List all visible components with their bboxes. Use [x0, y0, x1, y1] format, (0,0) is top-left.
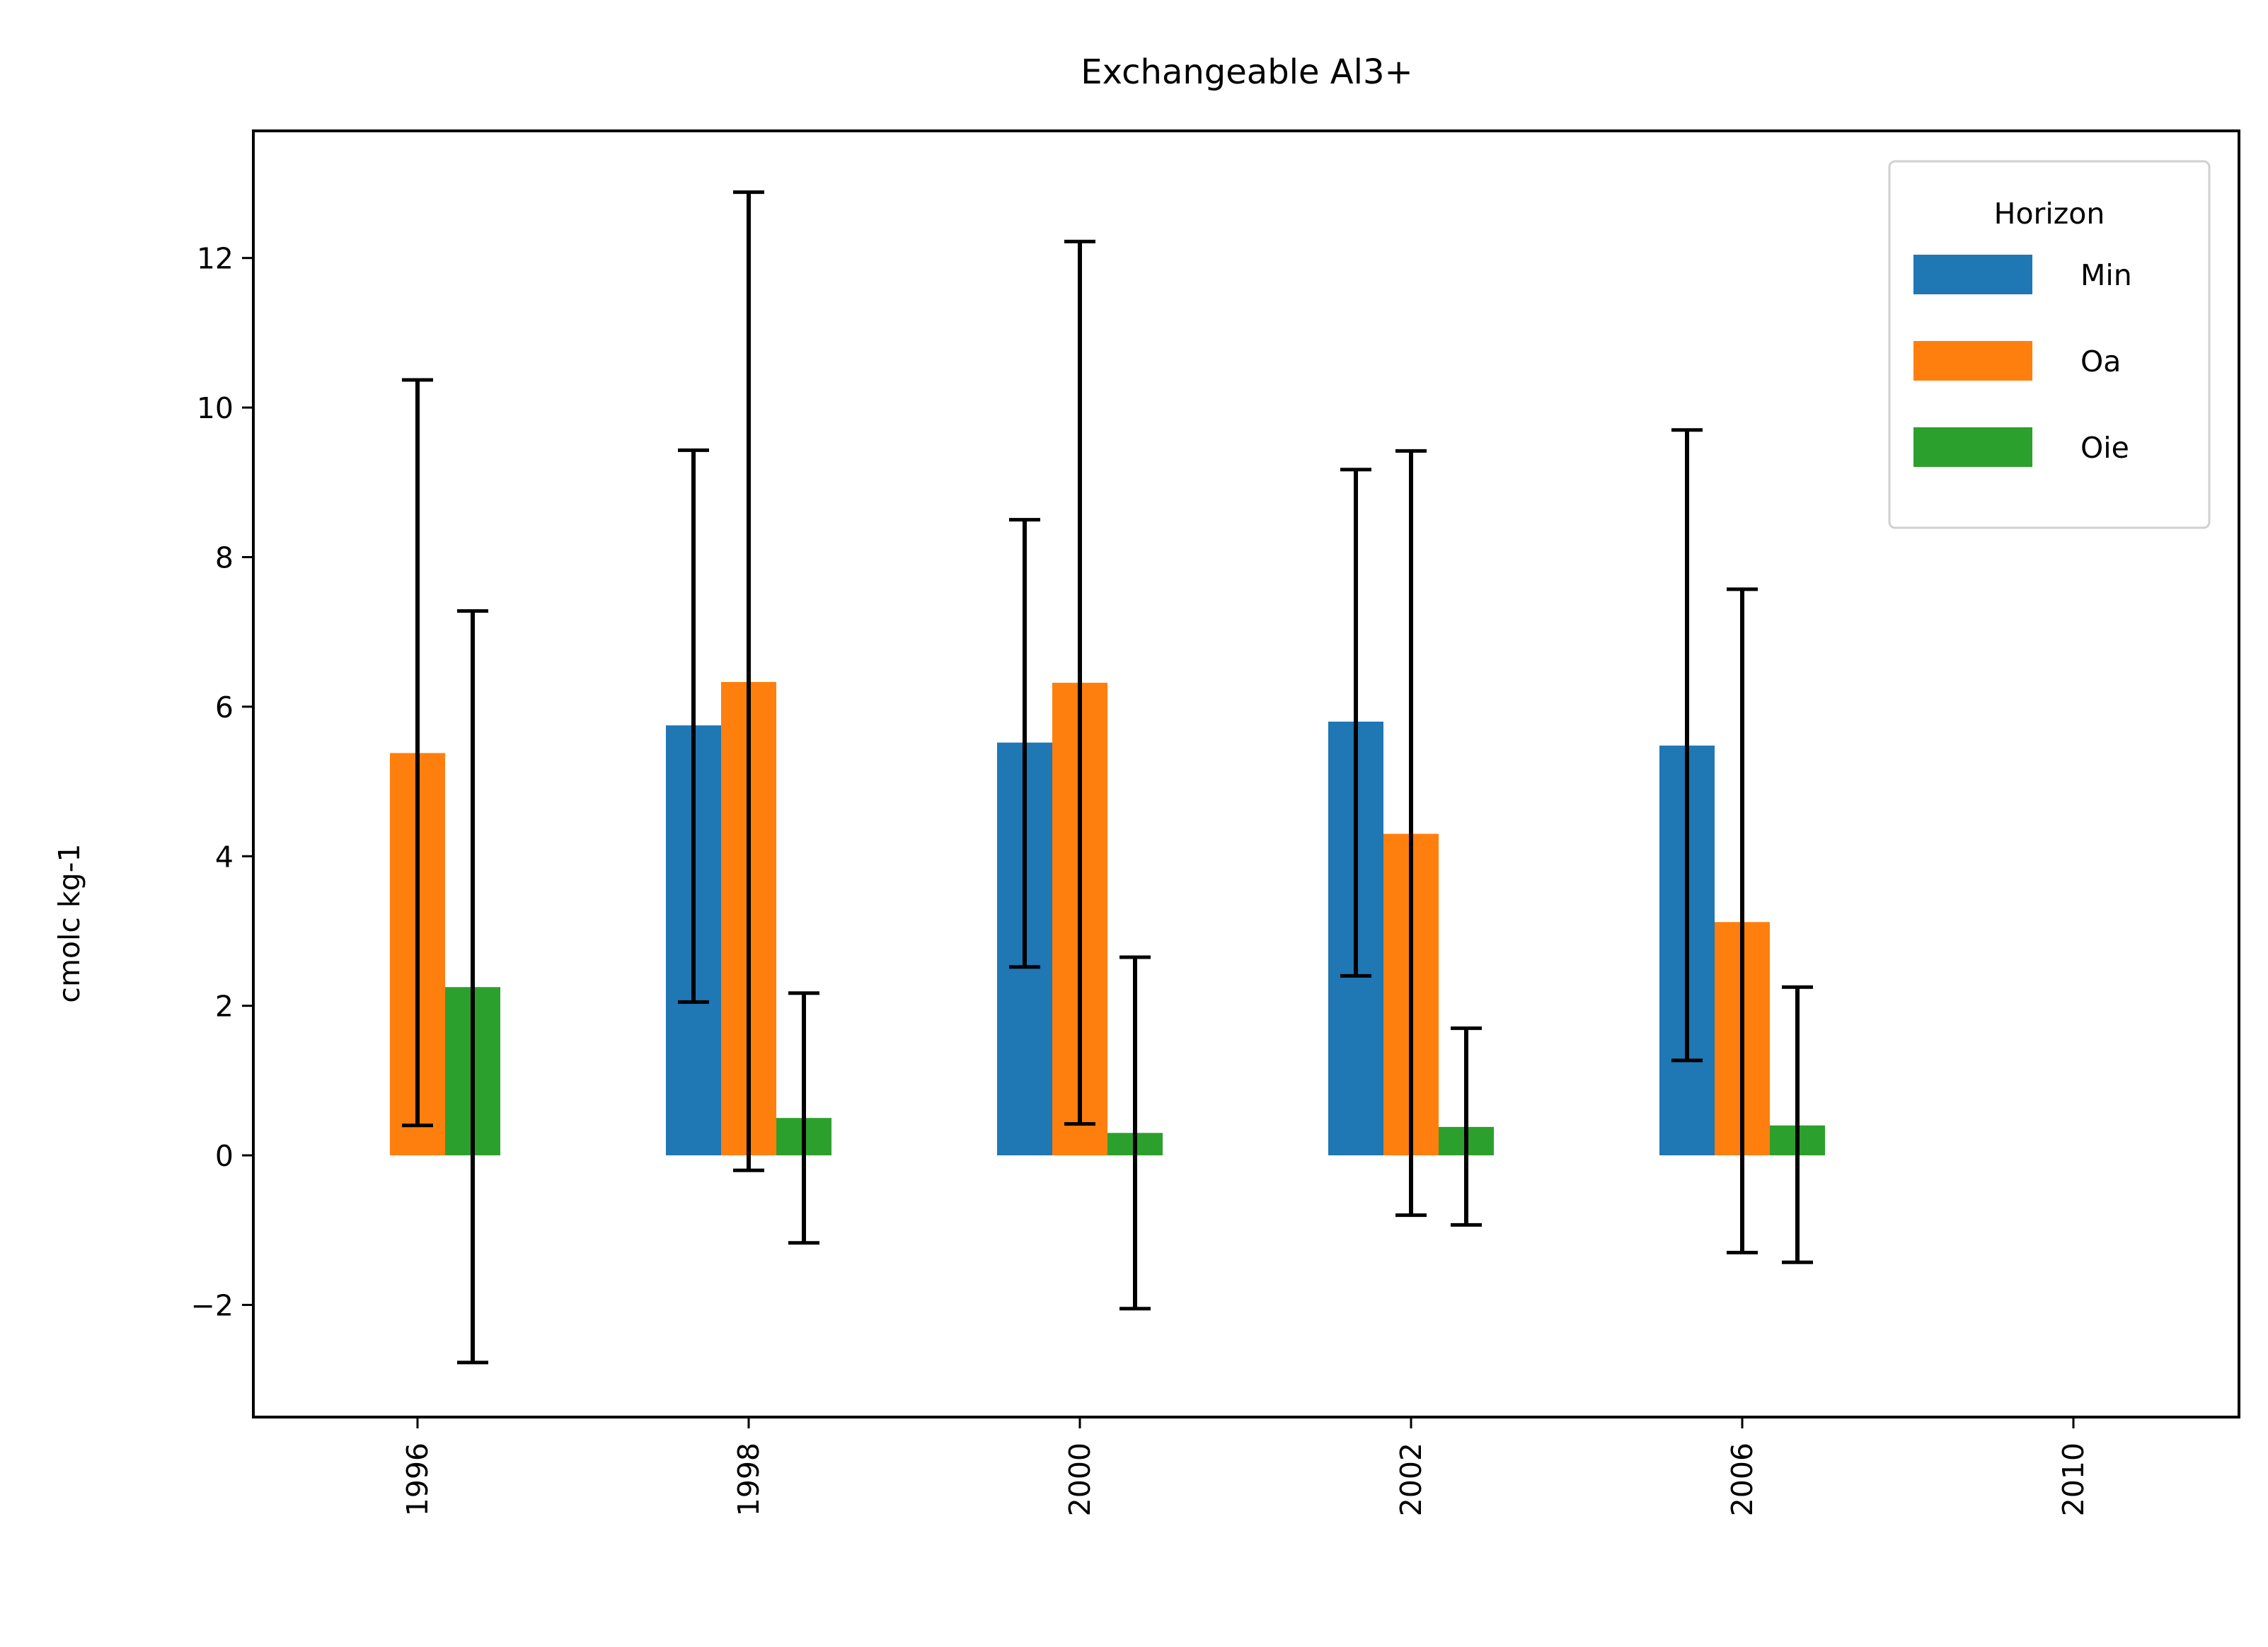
chart-title: Exchangeable Al3+ [1081, 52, 1412, 92]
legend-title: Horizon [1994, 197, 2105, 231]
y-tick-label-6: 6 [215, 690, 234, 724]
x-tick-label-1998: 1998 [732, 1443, 766, 1516]
legend-swatch-oie [1913, 427, 2032, 467]
plot-area: 1996 1998 2000 2002 2006 2010 −2 0 2 4 6 8 10 12 [191, 190, 2090, 1516]
y-axis-label: cmolc kg-1 [52, 843, 86, 1002]
y-tick-label-0: 0 [215, 1139, 234, 1173]
x-tick-label-2006: 2006 [1725, 1443, 1759, 1516]
y-tick-label-12: 12 [197, 242, 234, 276]
legend-label-min: Min [2080, 258, 2132, 292]
legend-label-oa: Oa [2080, 345, 2121, 378]
plot-frame [252, 129, 2240, 1418]
legend-label-oie: Oie [2080, 431, 2129, 465]
y-tick-label-4: 4 [215, 840, 234, 874]
x-tick-label-1996: 1996 [401, 1443, 434, 1516]
legend: Horizon Min Oa Oie [1888, 160, 2211, 529]
y-tick-label-2: 2 [215, 990, 234, 1024]
legend-swatch-min [1913, 255, 2032, 294]
x-tick-label-2010: 2010 [2056, 1443, 2090, 1516]
legend-swatch-oa [1913, 341, 2032, 381]
x-tick-label-2000: 2000 [1063, 1443, 1097, 1516]
y-tick-label-10: 10 [197, 391, 234, 425]
y-tick-label--2: −2 [191, 1288, 234, 1322]
x-tick-label-2002: 2002 [1394, 1443, 1428, 1516]
y-tick-label-8: 8 [215, 541, 234, 574]
